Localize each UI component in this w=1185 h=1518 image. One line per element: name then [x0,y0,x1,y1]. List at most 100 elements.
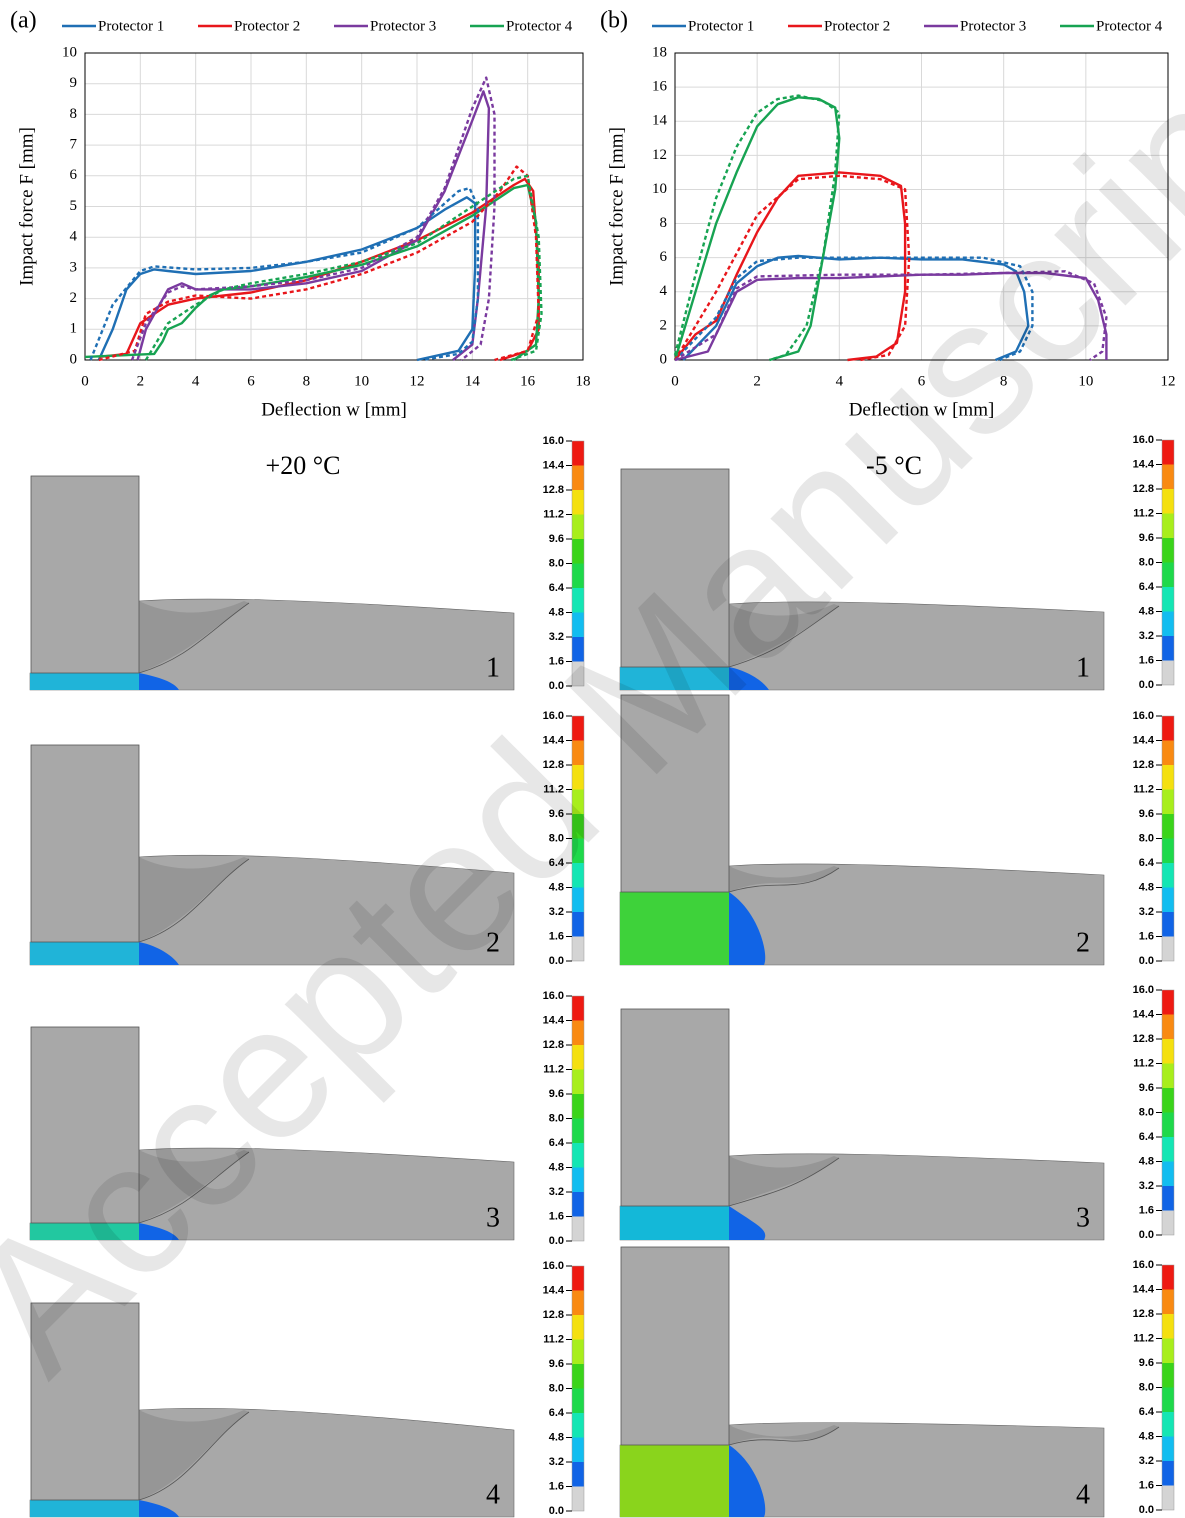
contact-zone [30,673,139,690]
colorbar-label: 12.8 [1133,1308,1154,1320]
colorbar-cell [1162,1039,1174,1064]
colorbar-cell [1162,1113,1174,1138]
colorbar-cell [1162,587,1174,612]
y-tick-label: 7 [70,137,78,153]
colorbar-cell [1162,912,1174,937]
colorbar-label: 9.6 [1139,808,1154,820]
y-tick-label: 10 [62,44,77,60]
colorbar-label: 6.4 [1139,581,1155,593]
colorbar-label: 8.0 [1139,1381,1154,1393]
colorbar-cell [572,1021,584,1046]
colorbar-label: 3.2 [1139,1180,1154,1192]
colorbar-label: 11.2 [1133,1332,1154,1344]
colorbar-label: 16.0 [1133,710,1154,722]
colorbar-label: 8.0 [549,1382,564,1394]
colorbar-label: 9.6 [1139,1082,1154,1094]
colorbar-label: 6.4 [549,1407,565,1419]
colorbar-cell [1162,1339,1174,1364]
colorbar-cell [1162,440,1174,465]
contact-zone [30,1500,139,1517]
colorbar-label: 11.2 [1133,783,1154,795]
impactor [621,1009,729,1206]
colorbar-label: 3.2 [549,1186,564,1198]
colorbar-label: 16.0 [543,1260,564,1272]
panel-number: 1 [486,652,500,683]
colorbar-label: 11.2 [1133,1057,1154,1069]
colorbar-label: 3.2 [1139,630,1154,642]
colorbar-label: 14.4 [1133,734,1155,746]
colorbar-cell [572,1315,584,1340]
colorbar-cell [572,1192,584,1217]
colorbar-cell [572,490,584,515]
colorbar-label: 11.2 [543,508,564,520]
colorbar-cell [1162,489,1174,514]
y-tick-label: 4 [70,229,78,245]
colorbar-cell [1162,1265,1174,1290]
colorbar-cell [1162,814,1174,839]
colorbar-cell [1162,765,1174,790]
contact-zone [620,892,729,965]
colorbar-cell [1162,716,1174,741]
colorbar-cell [572,1143,584,1168]
colorbar-label: 0.0 [1139,1504,1154,1516]
legend-label: Protector 3 [960,18,1026,34]
y-tick-label: 3 [70,259,78,275]
colorbar-label: 14.4 [543,459,565,471]
x-tick-label: 2 [753,373,761,389]
colorbar-cell [572,1094,584,1119]
y-tick-label: 8 [660,215,668,231]
panel-title: +20 °C [266,451,341,480]
impactor [31,476,139,673]
colorbar-cell [572,539,584,564]
y-tick-label: 1 [70,321,78,337]
colorbar-label: 9.6 [549,533,564,545]
colorbar-label: 0.0 [1139,679,1154,691]
panel-number: 4 [1076,1479,1090,1510]
colorbar-cell [1162,563,1174,588]
panel-number: 2 [1076,927,1090,958]
colorbar-cell [1162,1314,1174,1339]
colorbar-cell [572,1291,584,1316]
colorbar-cell [1162,514,1174,539]
colorbar-cell [1162,1461,1174,1486]
colorbar-cell [1162,741,1174,766]
legend-label: Protector 4 [506,18,573,34]
colorbar-label: 4.8 [549,1161,564,1173]
y-tick-label: 6 [660,249,668,265]
contact-zone [30,942,139,965]
colorbar-cell [572,1217,584,1242]
y-tick-label: 6 [70,167,78,183]
colorbar-label: 8.0 [549,1112,564,1124]
colorbar-label: 14.4 [1133,1008,1155,1020]
legend-label: Protector 3 [370,18,436,34]
colorbar-cell [572,466,584,491]
colorbar-cell [572,1340,584,1365]
figure: 012345678910024681012141618Deflection w … [0,0,1185,1518]
x-tick-label: 18 [576,373,591,389]
colorbar-cell [1162,1437,1174,1462]
impactor [621,1247,729,1445]
y-tick-label: 10 [652,181,667,197]
colorbar-cell [1162,1363,1174,1388]
panel-label: (b) [600,8,628,34]
y-tick-label: 4 [660,283,668,299]
colorbar-label: 12.8 [1133,759,1154,771]
colorbar-label: 9.6 [549,1358,564,1370]
x-tick-label: 0 [81,373,89,389]
y-tick-label: 2 [660,317,668,333]
colorbar-cell [1162,1486,1174,1511]
colorbar-label: 3.2 [1139,1455,1154,1467]
legend-label: Protector 1 [98,18,164,34]
colorbar-label: 3.2 [1139,906,1154,918]
colorbar-label: 0.0 [549,1505,564,1517]
colorbar-label: 12.8 [1133,483,1154,495]
colorbar-cell [1162,1412,1174,1437]
colorbar-label: 1.6 [1139,654,1154,666]
colorbar-cell [572,1119,584,1144]
colorbar-label: 11.2 [543,1333,564,1345]
colorbar-label: 1.6 [1139,1204,1154,1216]
colorbar-label: 16.0 [1133,984,1154,996]
colorbar-cell [1162,839,1174,864]
colorbar-cell [1162,1388,1174,1413]
colorbar-cell [572,1266,584,1291]
